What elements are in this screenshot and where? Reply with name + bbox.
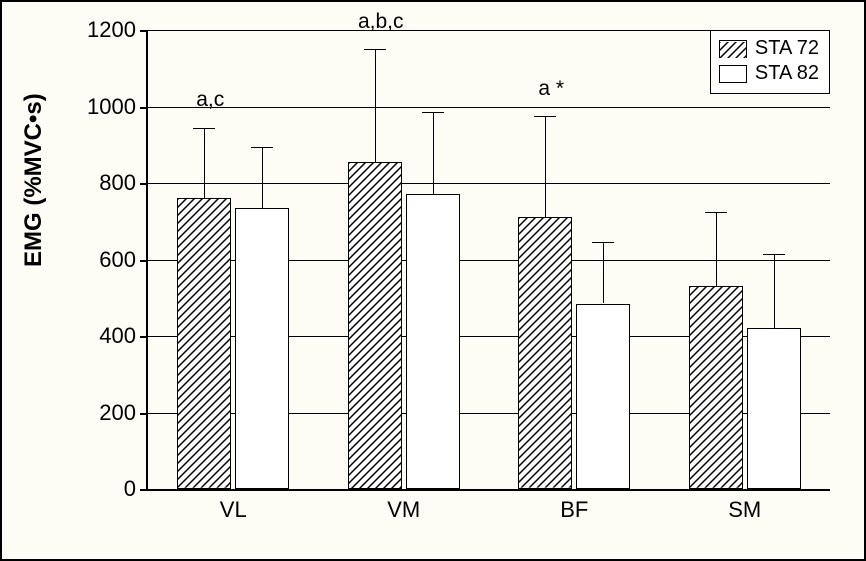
y-tick-label: 400	[99, 323, 148, 349]
error-cap	[592, 242, 614, 243]
y-tick-label: 600	[99, 247, 148, 273]
bar	[576, 304, 630, 490]
error-bar	[262, 147, 263, 208]
y-tick-label: 1200	[87, 17, 148, 43]
legend-item-sta72: STA 72	[719, 37, 819, 60]
legend-swatch-hatch	[719, 40, 747, 58]
y-tick-label: 1000	[87, 94, 148, 120]
error-cap	[534, 116, 556, 117]
x-category-label: VL	[220, 497, 247, 523]
bar	[689, 286, 743, 489]
bar	[747, 328, 801, 489]
grid-line	[148, 107, 830, 108]
annotation: a *	[538, 77, 564, 101]
error-bar	[433, 112, 434, 194]
legend-swatch-open	[719, 65, 747, 83]
legend: STA 72 STA 82	[710, 30, 830, 94]
error-bar	[716, 212, 717, 287]
y-tick-label: 200	[99, 400, 148, 426]
bar	[406, 194, 460, 489]
error-cap	[251, 147, 273, 148]
x-category-label: BF	[560, 497, 588, 523]
bar	[235, 208, 289, 489]
x-category-label: SM	[728, 497, 761, 523]
bar	[518, 217, 572, 489]
y-tick-label: 800	[99, 170, 148, 196]
error-cap	[763, 254, 785, 255]
bar	[348, 162, 402, 489]
error-cap	[422, 112, 444, 113]
error-cap	[705, 212, 727, 213]
error-bar	[774, 254, 775, 329]
error-bar	[204, 128, 205, 199]
y-axis-label: EMG (%MVC•s)	[20, 93, 48, 267]
error-bar	[603, 242, 604, 303]
plot-area: STA 72 STA 82 020040060080010001200VLVMB…	[146, 30, 830, 491]
bar	[177, 198, 231, 489]
figure-frame: EMG (%MVC•s) STA 72 STA 82 0200400600800…	[0, 0, 866, 561]
x-category-label: VM	[387, 497, 420, 523]
y-tick-label: 0	[124, 476, 148, 502]
legend-item-sta82: STA 82	[719, 62, 819, 85]
grid-line	[148, 30, 830, 31]
annotation: a,c	[196, 88, 224, 112]
error-cap	[193, 128, 215, 129]
error-bar	[545, 116, 546, 217]
error-bar	[375, 49, 376, 162]
annotation: a,b,c	[358, 10, 404, 34]
legend-label: STA 72	[755, 37, 819, 60]
grid-line	[148, 183, 830, 184]
legend-label: STA 82	[755, 62, 819, 85]
chart-stage: EMG (%MVC•s) STA 72 STA 82 0200400600800…	[26, 20, 840, 541]
error-cap	[364, 49, 386, 50]
